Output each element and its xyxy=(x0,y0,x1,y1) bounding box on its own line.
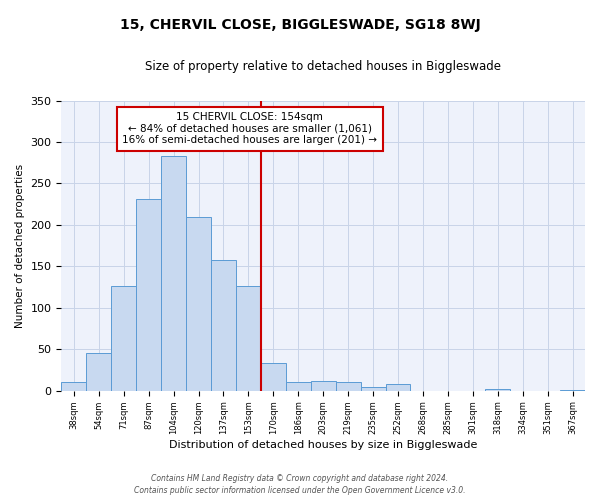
Bar xyxy=(61,382,86,390)
Bar xyxy=(111,286,136,391)
Bar xyxy=(286,382,311,390)
Y-axis label: Number of detached properties: Number of detached properties xyxy=(15,164,25,328)
Bar xyxy=(386,384,410,390)
X-axis label: Distribution of detached houses by size in Biggleswade: Distribution of detached houses by size … xyxy=(169,440,478,450)
Bar xyxy=(335,382,361,390)
Bar xyxy=(211,260,236,390)
Bar xyxy=(261,364,286,390)
Text: Contains HM Land Registry data © Crown copyright and database right 2024.
Contai: Contains HM Land Registry data © Crown c… xyxy=(134,474,466,495)
Bar xyxy=(485,389,510,390)
Text: 15 CHERVIL CLOSE: 154sqm
← 84% of detached houses are smaller (1,061)
16% of sem: 15 CHERVIL CLOSE: 154sqm ← 84% of detach… xyxy=(122,112,377,146)
Text: 15, CHERVIL CLOSE, BIGGLESWADE, SG18 8WJ: 15, CHERVIL CLOSE, BIGGLESWADE, SG18 8WJ xyxy=(119,18,481,32)
Bar xyxy=(236,286,261,391)
Title: Size of property relative to detached houses in Biggleswade: Size of property relative to detached ho… xyxy=(145,60,501,73)
Bar xyxy=(361,386,386,390)
Bar xyxy=(311,381,335,390)
Bar xyxy=(186,216,211,390)
Bar xyxy=(161,156,186,390)
Bar xyxy=(136,199,161,390)
Bar xyxy=(86,352,111,391)
